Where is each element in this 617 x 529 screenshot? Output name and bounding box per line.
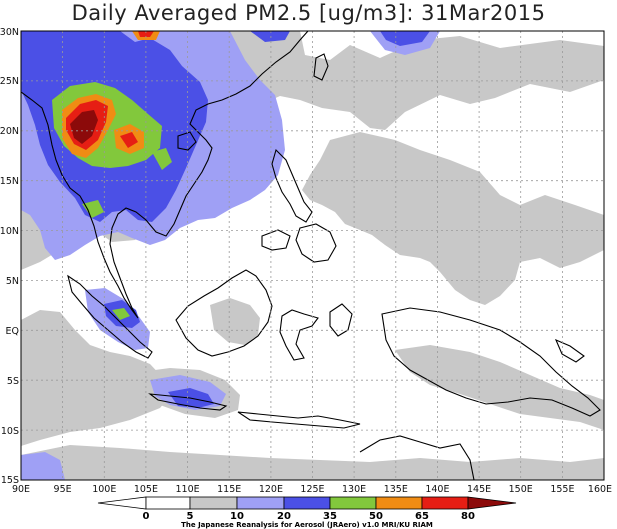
coast-new-guinea [381, 307, 601, 417]
darkred-region-hotspot [70, 110, 98, 144]
longitude-labels: 90E 95E 100E 105E 110E 115E 120E 125E 13… [12, 484, 612, 495]
colorbar-label-50: 50 [369, 511, 383, 522]
lon-label-155e: 155E [550, 484, 574, 495]
lon-label-145e: 145E [467, 484, 491, 495]
lon-label-110e: 110E [176, 484, 200, 495]
green-region-coast [152, 148, 172, 170]
lat-label-15s: 15S [1, 475, 19, 486]
lon-label-105e: 105E [134, 484, 158, 495]
lon-label-135e: 135E [384, 484, 408, 495]
red-region-top [138, 31, 154, 37]
coast-taiwan [313, 53, 329, 81]
coast-philippines-visayas [261, 229, 291, 251]
red-region-east [120, 132, 138, 148]
lon-label-150e: 150E [509, 484, 533, 495]
coast-timor-lesser-sunda [237, 411, 361, 429]
gray-region-southeast [395, 345, 604, 430]
colorbar-swatch-20-35 [283, 496, 331, 510]
credit-text: The Japanese Reanalysis for Aerosol (JRA… [181, 521, 433, 529]
lat-label-30n: 30N [0, 27, 19, 38]
gray-region-west [21, 310, 170, 446]
coast-java [148, 393, 228, 411]
lon-label-130e: 130E [342, 484, 366, 495]
pm25-fill-layer [21, 31, 604, 480]
lon-label-100e: 100E [92, 484, 116, 495]
coast-australia-north [359, 435, 475, 480]
lat-label-10n: 10N [0, 226, 19, 237]
colorbar-label-10: 10 [230, 511, 244, 522]
lon-label-125e: 125E [300, 484, 324, 495]
colorbar-arrow-left [97, 496, 147, 510]
colorbar-swatch-65-80 [421, 496, 469, 510]
coast-philippines-luzon [271, 148, 313, 223]
lat-label-5n: 5N [6, 276, 19, 287]
lat-label-20n: 20N [0, 126, 19, 137]
lon-label-140e: 140E [425, 484, 449, 495]
coast-sumatra [67, 274, 153, 359]
colorbar-label-35: 35 [323, 511, 337, 522]
lat-label-5s: 5S [7, 376, 19, 387]
colorbar-swatch-50-65 [375, 496, 423, 510]
lavender-region-southwest [21, 452, 65, 480]
lon-label-95e: 95E [54, 484, 72, 495]
lat-label-eq: EQ [6, 326, 19, 337]
lon-label-90e: 90E [12, 484, 30, 495]
colorbar-swatch-0-5 [145, 496, 191, 510]
lon-label-115e: 115E [217, 484, 241, 495]
grid-lines [21, 31, 604, 480]
coast-solomons [554, 338, 585, 363]
green-region-sumatra [112, 308, 130, 320]
blue-region-north-pocket [380, 31, 430, 46]
colorbar-swatch-10-20 [236, 496, 285, 510]
colorbar-label-5: 5 [187, 511, 194, 522]
gray-region-borneo [210, 298, 260, 345]
latitude-labels: 30N 25N 20N 15N 10N 5N EQ 5S 10S 15S [0, 27, 19, 486]
coast-mainland [21, 31, 309, 319]
lat-label-15n: 15N [0, 176, 19, 187]
colorbar-swatch-35-50 [329, 496, 377, 510]
colorbar-arrow-right [467, 496, 517, 510]
green-region-south [82, 200, 104, 218]
blue-region-top-right [250, 31, 290, 42]
coast-philippines-mindanao [295, 223, 337, 263]
coast-borneo [175, 269, 273, 357]
lon-label-160e: 160E [588, 484, 612, 495]
colorbar-label-0: 0 [143, 511, 150, 522]
colorbar-label-80: 80 [461, 511, 475, 522]
lat-label-10s: 10S [1, 426, 19, 437]
colorbar-swatch-5-10 [189, 496, 238, 510]
lat-label-25n: 25N [0, 76, 19, 87]
coast-sulawesi [279, 309, 319, 361]
map-title: Daily Averaged PM2.5 [ug/m3]: 31Mar2015 [71, 1, 546, 25]
colorbar: 0 5 10 20 35 50 65 80 [97, 496, 517, 522]
colorbar-label-20: 20 [277, 511, 291, 522]
colorbar-label-65: 65 [415, 511, 429, 522]
lon-label-120e: 120E [259, 484, 283, 495]
map-frame [20, 30, 605, 481]
gray-region-east [302, 132, 604, 305]
